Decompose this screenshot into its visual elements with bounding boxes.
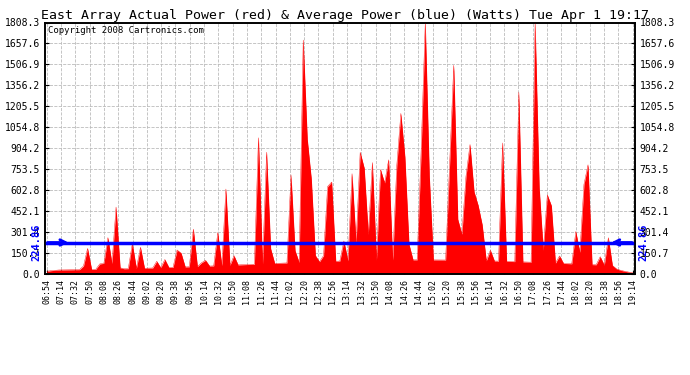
Text: 224.86: 224.86 — [32, 224, 41, 261]
Text: 224.86: 224.86 — [638, 224, 648, 261]
Text: East Array Actual Power (red) & Average Power (blue) (Watts) Tue Apr 1 19:17: East Array Actual Power (red) & Average … — [41, 9, 649, 22]
Text: Copyright 2008 Cartronics.com: Copyright 2008 Cartronics.com — [48, 26, 204, 35]
